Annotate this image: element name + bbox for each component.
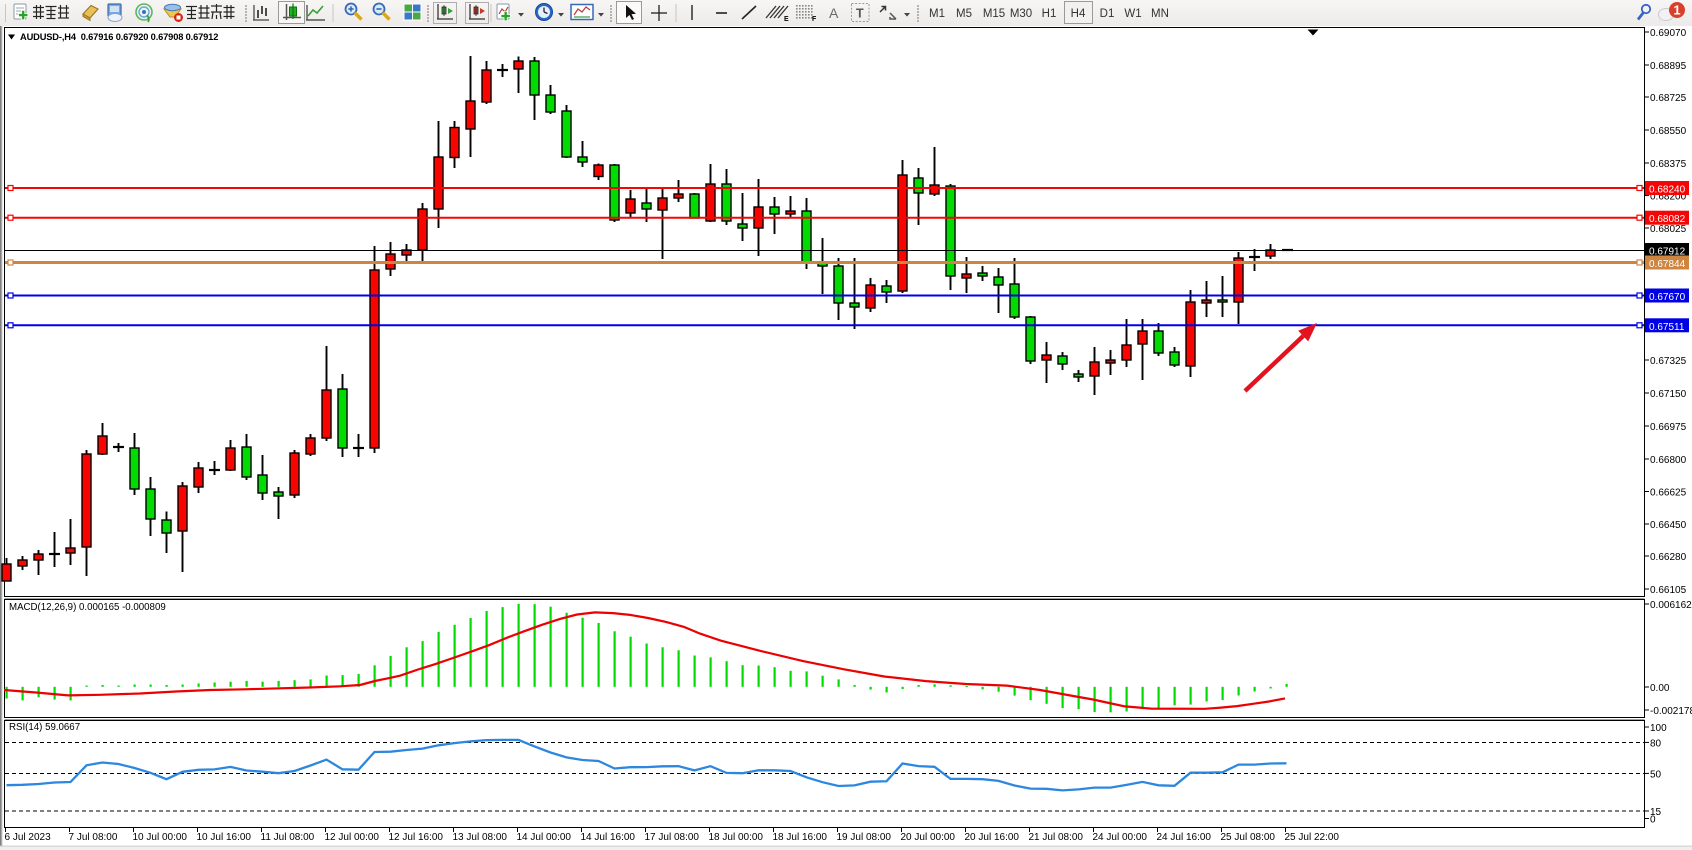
svg-text:0.68375: 0.68375 — [1650, 159, 1687, 170]
svg-text:T: T — [856, 7, 864, 21]
svg-text:10 Jul 16:00: 10 Jul 16:00 — [197, 832, 252, 843]
svg-text:80: 80 — [1650, 738, 1662, 749]
svg-text:20 Jul 16:00: 20 Jul 16:00 — [965, 832, 1020, 843]
svg-text:10 Jul 00:00: 10 Jul 00:00 — [133, 832, 188, 843]
svg-text:0.68895: 0.68895 — [1650, 61, 1687, 72]
svg-text:0.68082: 0.68082 — [1649, 214, 1686, 225]
svg-text:24 Jul 16:00: 24 Jul 16:00 — [1157, 832, 1212, 843]
svg-text:M5: M5 — [956, 8, 972, 20]
svg-text:M15: M15 — [983, 8, 1005, 20]
svg-text:0.68240: 0.68240 — [1649, 185, 1686, 196]
svg-text:0.006162: 0.006162 — [1650, 600, 1692, 611]
svg-text:6 Jul 2023: 6 Jul 2023 — [5, 832, 52, 843]
svg-text:MACD(12,26,9) 0.000165 -0.0008: MACD(12,26,9) 0.000165 -0.000809 — [9, 602, 166, 613]
svg-text:H4: H4 — [1071, 8, 1086, 20]
svg-text:0.68025: 0.68025 — [1650, 224, 1687, 235]
svg-text:F: F — [812, 16, 817, 23]
svg-text:12 Jul 16:00: 12 Jul 16:00 — [389, 832, 444, 843]
svg-text:0.66975: 0.66975 — [1650, 422, 1687, 433]
svg-text:24 Jul 00:00: 24 Jul 00:00 — [1093, 832, 1148, 843]
svg-text:0.68550: 0.68550 — [1650, 126, 1687, 137]
svg-text:0.67670: 0.67670 — [1649, 292, 1686, 303]
svg-text:0.67325: 0.67325 — [1650, 356, 1687, 367]
svg-text:18 Jul 16:00: 18 Jul 16:00 — [773, 832, 828, 843]
svg-text:0.68725: 0.68725 — [1650, 93, 1687, 104]
svg-text:50: 50 — [1650, 769, 1662, 780]
svg-text:0.67844: 0.67844 — [1649, 259, 1686, 270]
svg-text:7 Jul 08:00: 7 Jul 08:00 — [69, 832, 118, 843]
svg-text:RSI(14) 59.0667: RSI(14) 59.0667 — [9, 722, 80, 733]
svg-text:0.69070: 0.69070 — [1650, 28, 1687, 39]
svg-text:17 Jul 08:00: 17 Jul 08:00 — [645, 832, 700, 843]
svg-text:0.66800: 0.66800 — [1650, 455, 1687, 466]
svg-text:A: A — [829, 5, 839, 21]
svg-text:25 Jul 08:00: 25 Jul 08:00 — [1221, 832, 1276, 843]
svg-text:0: 0 — [1650, 815, 1656, 826]
svg-text:100: 100 — [1650, 723, 1667, 734]
svg-text:21 Jul 08:00: 21 Jul 08:00 — [1029, 832, 1084, 843]
svg-text:0.66450: 0.66450 — [1650, 520, 1687, 531]
svg-text:E: E — [784, 16, 789, 23]
svg-text:18 Jul 00:00: 18 Jul 00:00 — [709, 832, 764, 843]
svg-text:15: 15 — [1650, 807, 1662, 818]
svg-text:14 Jul 16:00: 14 Jul 16:00 — [581, 832, 636, 843]
svg-text:11 Jul 08:00: 11 Jul 08:00 — [261, 832, 315, 843]
svg-text:-0.002178: -0.002178 — [1650, 706, 1692, 717]
svg-text:14 Jul 00:00: 14 Jul 00:00 — [517, 832, 572, 843]
svg-text:20 Jul 00:00: 20 Jul 00:00 — [901, 832, 956, 843]
svg-text:12 Jul 00:00: 12 Jul 00:00 — [325, 832, 380, 843]
svg-text:0.67150: 0.67150 — [1650, 389, 1687, 400]
svg-text:M1: M1 — [929, 8, 945, 20]
svg-text:0.00: 0.00 — [1650, 683, 1670, 694]
svg-text:0.66625: 0.66625 — [1650, 488, 1687, 499]
svg-text:0.67511: 0.67511 — [1649, 322, 1685, 333]
svg-text:1: 1 — [1673, 3, 1680, 18]
svg-text:MN: MN — [1151, 8, 1169, 20]
svg-text:0.68200: 0.68200 — [1650, 192, 1687, 203]
svg-text:13 Jul 08:00: 13 Jul 08:00 — [453, 832, 508, 843]
svg-text:H1: H1 — [1042, 8, 1057, 20]
svg-text:W1: W1 — [1124, 8, 1141, 20]
svg-text:0.66105: 0.66105 — [1650, 585, 1687, 596]
svg-text:M30: M30 — [1010, 8, 1032, 20]
svg-text:25 Jul 22:00: 25 Jul 22:00 — [1285, 832, 1340, 843]
svg-text:19 Jul 08:00: 19 Jul 08:00 — [837, 832, 892, 843]
svg-text:0.66280: 0.66280 — [1650, 552, 1687, 563]
svg-text:AUDUSD-,H4 0.67916 0.67920 0.: AUDUSD-,H4 0.67916 0.67920 0.67908 0.679… — [20, 32, 218, 42]
svg-text:D1: D1 — [1100, 8, 1115, 20]
svg-text:0.67912: 0.67912 — [1649, 247, 1686, 258]
